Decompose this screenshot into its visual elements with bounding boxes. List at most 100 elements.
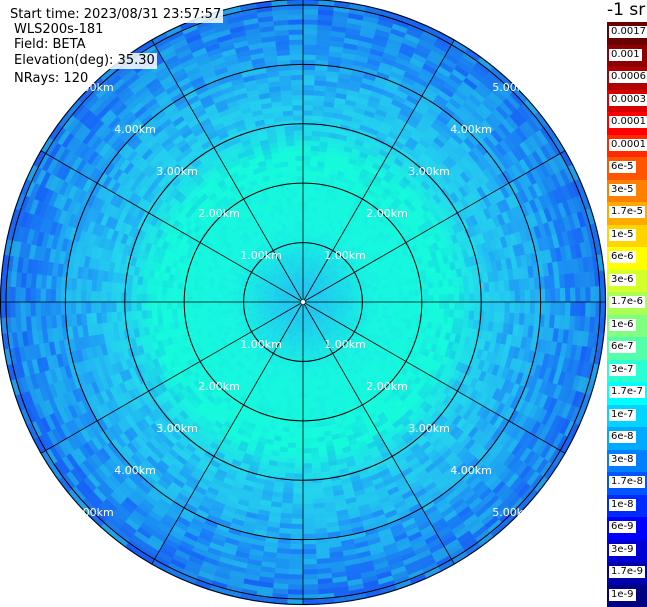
ppi-cell	[295, 437, 304, 444]
ppi-cell	[398, 291, 405, 298]
ppi-cell	[105, 291, 112, 303]
ppi-cell	[191, 295, 198, 303]
ppi-cell	[293, 387, 299, 393]
ppi-cell	[307, 216, 313, 222]
ppi-cell	[297, 392, 304, 399]
ppi-cell	[302, 437, 311, 444]
ppi-cell	[286, 196, 293, 203]
ppi-cell	[302, 175, 310, 182]
ppi-cell	[146, 301, 152, 311]
ppi-cell	[302, 432, 311, 439]
ppi-cell	[299, 367, 304, 373]
ppi-cell	[285, 462, 295, 469]
ppi-cell	[444, 301, 450, 310]
ppi-cell	[126, 283, 133, 294]
ppi-cell	[297, 205, 304, 212]
ppi-cell	[283, 477, 294, 484]
ppi-cell	[302, 94, 315, 101]
ppi-cell	[403, 301, 410, 308]
ppi-cell	[292, 104, 304, 111]
ppi-cell	[247, 304, 253, 309]
ppi-cell	[307, 211, 313, 217]
ppi-cell	[302, 215, 308, 222]
ppi-cell	[294, 221, 300, 227]
ppi-cell	[212, 306, 218, 312]
ppi-cell	[307, 200, 314, 207]
ppi-cell	[206, 291, 213, 298]
ppi-cell	[363, 298, 369, 303]
ppi-cell	[302, 140, 312, 146]
ppi-cell	[287, 155, 296, 162]
ppi-cell	[295, 165, 304, 172]
ppi-cell	[166, 287, 173, 296]
ppi-cell	[121, 282, 128, 293]
ppi-cell	[463, 284, 470, 294]
ppi-cell	[297, 195, 304, 202]
ppi-cell	[294, 135, 304, 141]
ppi-cell	[453, 309, 460, 319]
ppi-cell	[347, 296, 354, 300]
ppi-cell	[311, 462, 321, 469]
ppi-cell	[302, 382, 308, 389]
ppi-cell	[289, 175, 297, 182]
ppi-cell	[151, 293, 157, 303]
ppi-cell	[428, 294, 435, 303]
ppi-cell	[302, 352, 307, 358]
ppi-cell	[206, 306, 213, 313]
ppi-cell	[413, 295, 420, 303]
ppi-cell	[433, 294, 440, 303]
ppi-cell	[378, 297, 385, 303]
ppi-cell	[488, 311, 495, 323]
ppi-cell	[368, 294, 374, 299]
ppi-cell	[207, 311, 214, 318]
ppi-cell	[402, 312, 409, 319]
ppi-cell	[408, 301, 415, 309]
ppi-cell	[302, 114, 313, 121]
ppi-cells	[0, 0, 607, 606]
ppi-cell	[449, 301, 455, 311]
ppi-cell	[308, 412, 316, 419]
ppi-cell	[499, 291, 506, 303]
ppi-cell	[151, 301, 157, 311]
ppi-cell	[284, 125, 295, 132]
ppi-cell	[310, 371, 316, 378]
ppi-cell	[285, 457, 296, 464]
ppi-cell	[378, 301, 385, 307]
ppi-cell	[378, 293, 384, 299]
ppi-cell	[308, 185, 316, 192]
ppi-cell	[146, 285, 153, 295]
ppi-cell	[408, 295, 415, 303]
ppi-cell	[232, 301, 238, 306]
ppi-cell	[293, 211, 299, 217]
ppi-cell	[468, 310, 475, 321]
ppi-cell	[312, 477, 323, 484]
ppi-cell	[412, 313, 419, 321]
ppi-cell	[232, 298, 238, 303]
ppi-cell	[397, 285, 404, 293]
ppi-cell	[428, 288, 435, 296]
ppi-cell	[293, 119, 304, 126]
ppi-cell	[474, 301, 480, 312]
ppi-cell	[291, 508, 304, 515]
ppi-cell	[295, 231, 300, 237]
ppi-cell	[151, 309, 158, 319]
ppi-cell	[176, 301, 183, 309]
ppi-cell	[438, 294, 445, 303]
ppi-cell	[294, 463, 304, 469]
ppi-cell	[156, 294, 162, 303]
ppi-cell	[296, 407, 304, 414]
ppi-cell	[392, 286, 399, 293]
ppi-cell	[448, 285, 455, 295]
ppi-cell	[286, 145, 296, 152]
ppi-cell	[398, 301, 405, 308]
ppi-cell	[311, 386, 318, 393]
ppi-cell	[311, 472, 322, 479]
ppi-cell	[312, 115, 323, 122]
ppi-cell	[206, 296, 213, 303]
ppi-cell	[444, 294, 450, 303]
ppi-cell	[191, 307, 198, 314]
ppi-cell	[191, 301, 198, 309]
ppi-cell	[293, 130, 304, 136]
ppi-cell	[314, 186, 322, 193]
ppi-cell	[286, 201, 294, 208]
